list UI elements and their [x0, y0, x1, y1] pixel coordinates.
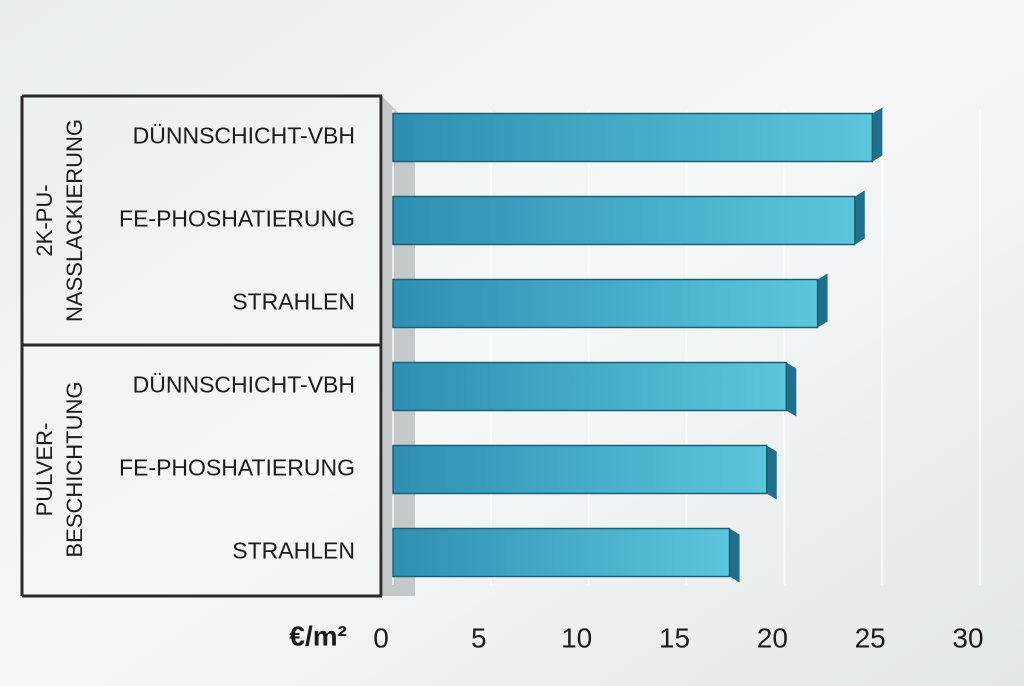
group-label: PULVER- [32, 423, 57, 517]
x-axis-label: €/m² [289, 620, 347, 651]
category-label: FE-PHOSHATIERUNG [119, 206, 355, 232]
bar [392, 112, 874, 163]
category-label: DÜNNSCHICHT-VBH [133, 372, 355, 398]
group-label: NASSLACKIERUNG [62, 119, 87, 322]
group-frame [20, 94, 383, 598]
category-label: STRAHLEN [232, 538, 355, 564]
frame-shadow [383, 97, 415, 596]
bar [392, 527, 731, 578]
category-label: FE-PHOSHATIERUNG [119, 455, 355, 481]
x-tick-label: 30 [952, 622, 983, 653]
x-tick-label: 20 [757, 622, 788, 653]
bar [392, 278, 819, 329]
x-tick-label: 25 [855, 622, 886, 653]
bar [392, 195, 856, 246]
bar [392, 444, 768, 495]
category-label: STRAHLEN [232, 289, 355, 315]
category-label: DÜNNSCHICHT-VBH [133, 123, 355, 149]
group-label: 2K-PU- [32, 184, 57, 256]
x-tick-label: 15 [659, 622, 690, 653]
x-tick-label: 0 [373, 622, 389, 653]
x-tick-label: 5 [471, 622, 487, 653]
bar [392, 361, 788, 412]
x-tick-label: 10 [561, 622, 592, 653]
group-label: BESCHICHTUNG [62, 381, 87, 557]
